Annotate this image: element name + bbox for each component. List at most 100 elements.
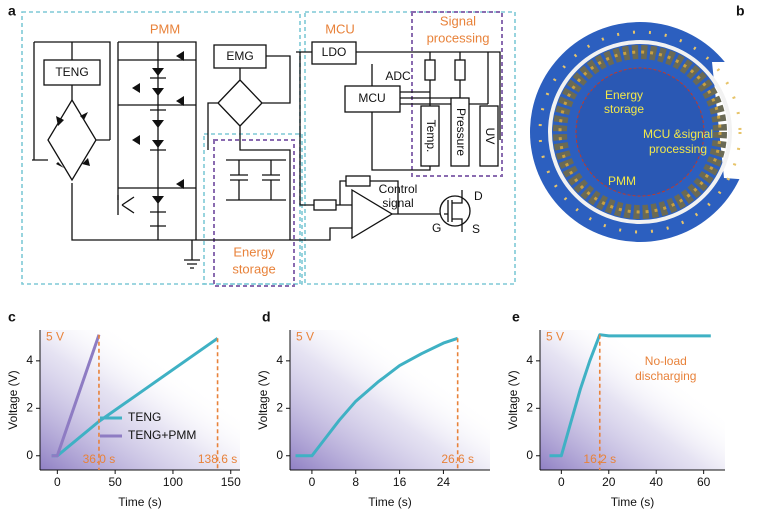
block-label: TENG: [55, 65, 88, 79]
x-tick-label: 100: [163, 475, 183, 489]
block-label: EMG: [226, 49, 253, 63]
x-axis-label: Time (s): [611, 495, 655, 509]
x-axis-label: Time (s): [118, 495, 162, 509]
resistor: [424, 59, 436, 81]
block: [450, 97, 470, 167]
block-label: Temp.: [424, 120, 438, 153]
y-tick-label: 2: [276, 400, 283, 414]
x-tick-label: 24: [437, 475, 451, 489]
y-tick-label: 2: [526, 400, 533, 414]
ground: [184, 240, 200, 269]
diodes: [132, 51, 184, 204]
y-tick-label: 4: [526, 353, 533, 367]
resistor: [313, 199, 337, 211]
x-tick-label: 20: [602, 475, 616, 489]
group-label: processing: [427, 30, 490, 45]
group-box: [203, 133, 303, 285]
x-tick-label: 40: [650, 475, 664, 489]
block-label: Pressure: [454, 108, 468, 156]
components: [558, 50, 722, 214]
y-tick-label: 4: [276, 353, 283, 367]
marker-label: 36.0 s: [83, 452, 116, 466]
marker-label: 26.6 s: [441, 452, 474, 466]
level-label: 5 V: [46, 329, 64, 343]
block: [43, 59, 101, 86]
block: [479, 105, 499, 167]
x-tick-label: 50: [108, 475, 122, 489]
legend-label: TENG+PMM: [128, 428, 196, 442]
group-box: [304, 11, 516, 285]
wire: [207, 55, 291, 240]
note: discharging: [635, 369, 696, 383]
level-label: 5 V: [296, 329, 314, 343]
y-tick-label: 0: [276, 448, 283, 462]
photo-label: PMM: [608, 174, 636, 188]
wire: [32, 41, 300, 241]
background-gradient: [40, 330, 240, 470]
pin-label: S: [472, 222, 480, 236]
y-tick-label: 0: [526, 448, 533, 462]
pcb-photo: Energy storage MCU &signal processing PM…: [530, 22, 752, 242]
pads: [538, 30, 742, 234]
x-tick-label: 0: [558, 475, 565, 489]
data-line: [549, 333, 711, 458]
resistor: [454, 59, 466, 81]
ring: [548, 40, 732, 224]
group-label: PMM: [150, 21, 180, 36]
wire: [300, 180, 440, 241]
group-label: storage: [232, 261, 275, 276]
transistor: [117, 195, 135, 215]
x-tick-label: 0: [54, 475, 61, 489]
x-tick-label: 0: [309, 475, 316, 489]
x-tick-label: 60: [697, 475, 711, 489]
x-axis-label: Time (s): [368, 495, 412, 509]
mosfet: [439, 195, 471, 227]
inner-board: [575, 67, 705, 197]
capacitor: [226, 159, 286, 201]
legend-label: TENG: [128, 410, 161, 424]
group-box: [411, 11, 503, 177]
pin-label: G: [432, 221, 441, 235]
wire: [371, 52, 489, 171]
control-label: signal: [382, 196, 413, 210]
block: [420, 105, 440, 167]
y-axis-label: Voltage (V): [256, 370, 270, 429]
x-tick-label: 8: [352, 475, 359, 489]
data-line: [51, 334, 101, 458]
group-box: [213, 139, 295, 287]
block-label: MCU: [358, 91, 385, 105]
group-label: Energy: [233, 244, 275, 259]
y-axis-label: Voltage (V): [6, 370, 20, 429]
op-amp: [351, 188, 394, 240]
resistor: [345, 175, 371, 187]
circuit: PMM MCU Signal processing Energy storage…: [21, 11, 516, 287]
group-label: Signal: [440, 13, 476, 28]
photo-label: Energy: [605, 88, 643, 102]
y-tick-label: 0: [26, 448, 33, 462]
level-label: 5 V: [546, 329, 564, 343]
panel-label: b: [736, 3, 745, 19]
block-label: UV: [483, 128, 497, 145]
block-label: LDO: [322, 45, 347, 59]
panel-label: a: [8, 3, 16, 19]
note: No-load: [645, 354, 687, 368]
background-gradient: [290, 330, 490, 470]
y-axis-label: Voltage (V): [506, 370, 520, 429]
group-label: MCU: [325, 21, 355, 36]
diodes: [56, 112, 90, 168]
marker-label: 138.6 s: [198, 452, 237, 466]
marker-label: 16.2 s: [583, 452, 616, 466]
y-tick-label: 4: [26, 353, 33, 367]
control-label: Control: [379, 182, 418, 196]
y-tick-label: 2: [26, 400, 33, 414]
block: [311, 41, 357, 65]
pin-label: D: [474, 189, 483, 203]
photo-label: processing: [649, 142, 707, 156]
mosfet: [444, 190, 463, 232]
data-line: [295, 336, 459, 458]
panel-label: e: [512, 309, 520, 325]
panel-label: c: [8, 309, 16, 325]
panel-label: d: [262, 309, 271, 325]
photo-label: storage: [604, 102, 644, 116]
